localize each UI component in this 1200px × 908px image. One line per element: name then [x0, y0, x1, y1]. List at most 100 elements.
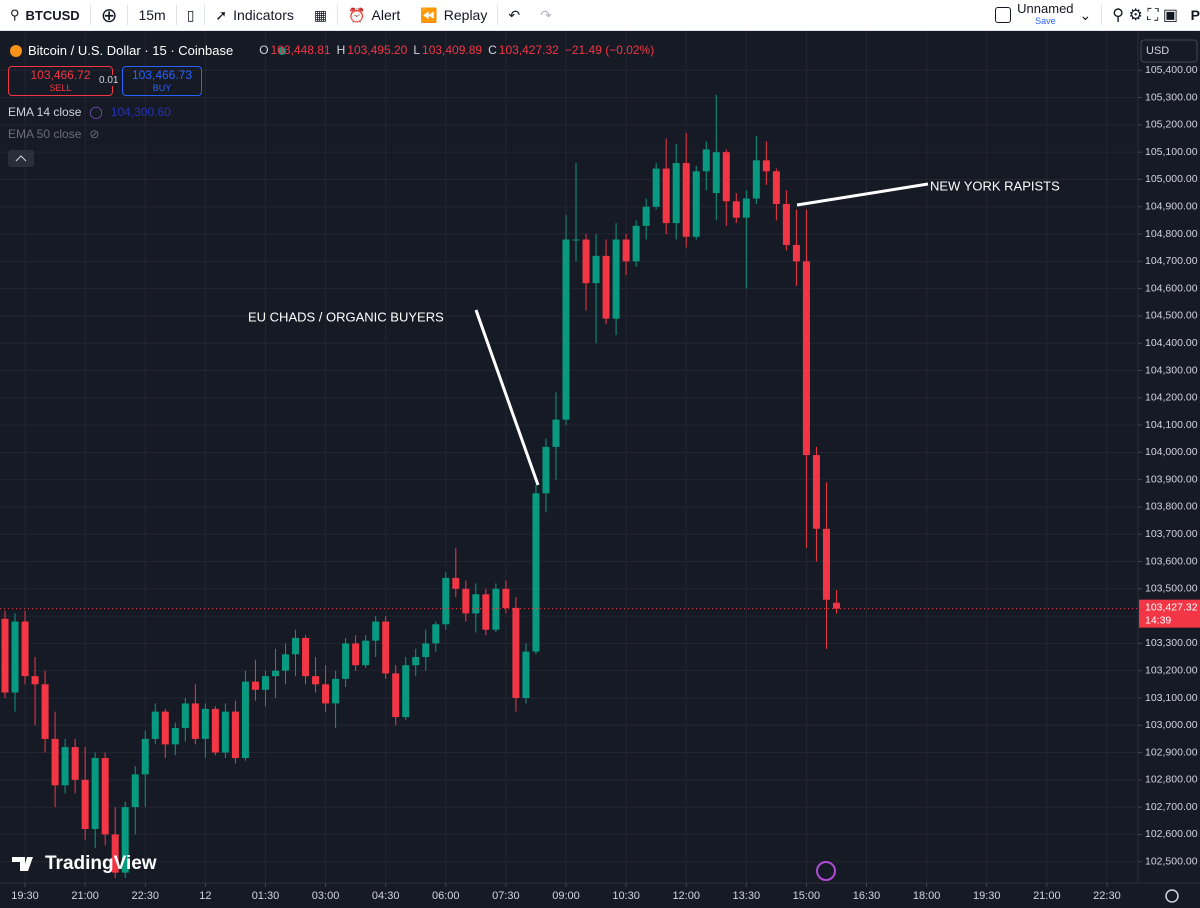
candle-body — [271, 670, 279, 677]
watermark-logo — [12, 857, 33, 871]
hidden-icon[interactable]: ⊘ — [89, 127, 100, 141]
y-tick-label: 105,400.00 — [1145, 64, 1198, 76]
candle-body — [392, 673, 400, 718]
buy-button[interactable]: 103,466.73 BUY — [122, 66, 202, 96]
sell-button[interactable]: 103,466.72 SELL — [8, 66, 113, 96]
buy-label: BUY — [152, 83, 172, 93]
candle-body — [422, 643, 430, 658]
candle-body — [191, 703, 199, 739]
indicator-icon[interactable]: ◯ — [89, 105, 103, 119]
annotation: EU CHADS / ORGANIC BUYERS — [248, 309, 444, 324]
last-price-box — [1139, 599, 1200, 628]
candle-body — [822, 528, 830, 600]
candle-body — [432, 624, 440, 644]
candle-body — [31, 676, 39, 685]
spread: 0.01 — [97, 75, 121, 86]
currency: USD — [1146, 45, 1169, 57]
candle-body — [201, 708, 209, 739]
x-tick-label: 07:30 — [492, 890, 520, 902]
ohlc-value: 103,448.81 — [270, 43, 331, 57]
redo-button[interactable]: ↷ — [540, 6, 552, 23]
y-tick-label: 103,600.00 — [1145, 555, 1198, 567]
candle-body — [492, 588, 500, 630]
candle-body — [382, 621, 390, 674]
assistant-icon[interactable] — [816, 861, 836, 881]
chart-type-button[interactable]: ▯ — [186, 6, 195, 23]
collapse-button[interactable] — [8, 150, 34, 167]
x-tick-label: 06:00 — [432, 890, 460, 902]
candle-body — [512, 607, 520, 698]
candle-body — [312, 676, 320, 685]
symbol: BTCUSD — [25, 7, 80, 23]
candle-body — [1, 618, 9, 693]
indicator-name: EMA 50 close — [8, 127, 82, 141]
candle-body — [151, 711, 159, 739]
separator — [497, 5, 499, 25]
currency-box[interactable] — [1140, 39, 1198, 63]
candle-body — [472, 594, 480, 614]
candle-body — [101, 758, 109, 835]
x-tick-label: 12 — [199, 890, 211, 902]
separator — [127, 5, 129, 25]
replay: Replay — [443, 7, 488, 23]
candle-body — [752, 160, 760, 199]
coin-icon — [10, 45, 22, 57]
y-tick-label: 102,700.00 — [1145, 801, 1198, 813]
candle-body — [181, 703, 189, 728]
y-tick-label: 105,300.00 — [1145, 91, 1198, 103]
series — [0, 94, 1138, 879]
y-tick-label: 103,300.00 — [1145, 637, 1198, 649]
candle-body — [211, 708, 219, 753]
avatar[interactable]: P — [1188, 0, 1200, 30]
templates-button[interactable]: ▦ — [313, 6, 328, 23]
compare-button[interactable]: ⊕ — [100, 4, 118, 27]
x-tick-label: 13:30 — [733, 890, 761, 902]
tool-buttons[interactable]: ⚲ ⚙ ⛶ ▣ — [1112, 7, 1178, 24]
candle-body — [612, 239, 620, 319]
undo-button[interactable]: ↶ — [508, 6, 521, 23]
interval-button[interactable]: 15m — [128, 0, 175, 30]
candle-body — [522, 651, 530, 698]
ohlc-value: 103,427.32 — [498, 43, 559, 57]
y-tick-label: 104,300.00 — [1145, 364, 1198, 376]
settings-icon[interactable] — [1165, 889, 1179, 903]
collapse-icon — [15, 155, 27, 162]
indicators-button[interactable]: ➚ Indicators — [215, 6, 294, 24]
candle-body — [352, 643, 360, 666]
y-tick-label: 103,500.00 — [1145, 583, 1198, 595]
separator — [1101, 5, 1103, 25]
candle-body — [121, 807, 129, 873]
y-tick-label: 104,400.00 — [1145, 337, 1198, 349]
candle-body — [642, 206, 650, 226]
x-tick-label: 21:00 — [71, 890, 99, 902]
candle-body — [722, 152, 730, 202]
layout-button[interactable]: Unnamed Save ⌄ — [985, 0, 1101, 30]
candle-body — [672, 163, 680, 224]
candle-body — [582, 239, 590, 284]
indicator-value: 104,300.60 — [110, 105, 171, 119]
sell-price: 103,466.72 — [30, 68, 91, 82]
candle-body — [402, 665, 410, 718]
candle-body — [652, 168, 660, 207]
x-tick-label: 09:00 — [552, 890, 580, 902]
replay-button[interactable]: ⏪ Replay — [420, 6, 488, 24]
ohlc-label: O — [259, 43, 269, 57]
price-axis — [1138, 31, 1200, 908]
candle-body — [41, 684, 49, 739]
symbol-search[interactable]: ⚲ BTCUSD — [10, 7, 80, 23]
y-tick-label: 104,000.00 — [1145, 446, 1198, 458]
candle-body — [111, 834, 119, 873]
x-tick-label: 15:00 — [793, 890, 821, 902]
ohlc-value: 103,495.20 — [347, 43, 408, 57]
candle-body — [302, 637, 310, 677]
save[interactable]: Save — [1035, 16, 1056, 26]
candle-body — [131, 774, 139, 808]
alert-button[interactable]: ⏰ Alert — [348, 6, 401, 24]
candle-body — [602, 255, 610, 319]
candle-body — [292, 637, 300, 655]
candle-body — [782, 204, 790, 245]
candle-body — [71, 747, 79, 780]
candle-body — [792, 244, 800, 262]
y-tick-label: 104,200.00 — [1145, 392, 1198, 404]
candle-body — [221, 711, 229, 753]
